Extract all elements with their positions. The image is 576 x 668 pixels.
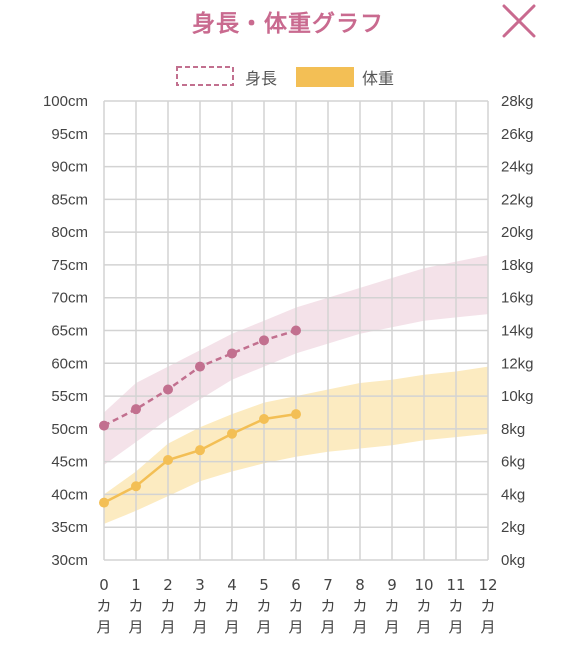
x-tick-label: 12 — [478, 576, 497, 594]
y-axis-left: 100cm 95cm 90cm 85cm 80cm 75cm 70cm 65cm 60cm 55c… — [43, 93, 88, 569]
y-tick-label-left: 55cm — [51, 388, 88, 405]
y-tick-label-right: 8kg — [501, 421, 525, 438]
height-data-point — [99, 420, 109, 431]
y-tick-label-right: 28kg — [501, 93, 534, 110]
x-tick-label: 0 — [99, 576, 109, 594]
y-axis-right: 28kg 26kg 24kg 22kg 20kg 18kg 16kg 14kg 12kg 10kg… — [501, 93, 534, 569]
x-tick-label: カ — [480, 597, 495, 615]
height-data-point — [131, 404, 141, 415]
y-tick-label-left: 45cm — [51, 454, 88, 471]
y-tick-label-right: 0kg — [501, 552, 525, 569]
y-tick-label-right: 16kg — [501, 290, 534, 307]
x-tick-label: 10 — [414, 576, 433, 594]
x-tick-label: 4 — [227, 576, 237, 594]
y-tick-label-left: 85cm — [51, 191, 88, 208]
y-tick-label-right: 12kg — [501, 355, 534, 372]
y-tick-label-left: 75cm — [51, 257, 88, 274]
height-data-point — [163, 384, 173, 395]
y-tick-label-right: 14kg — [501, 323, 534, 340]
y-tick-label-left: 100cm — [43, 93, 88, 110]
legend-label-weight: 体重 — [362, 69, 395, 88]
x-axis: 0カ月1カ月2カ月3カ月4カ月5カ月6カ月7カ月8カ月9カ月10カ月11カ月12… — [96, 576, 497, 636]
y-tick-label-right: 4kg — [501, 486, 525, 503]
x-tick-label: 月 — [256, 618, 271, 636]
x-tick-label: カ — [416, 597, 431, 615]
y-tick-label-left: 50cm — [51, 421, 88, 438]
x-tick-label: 月 — [384, 618, 399, 636]
close-button[interactable] — [500, 2, 540, 42]
weight-data-point — [259, 414, 269, 425]
height-data-point — [195, 361, 205, 372]
weight-data-point — [99, 497, 109, 508]
x-tick-label: カ — [256, 597, 271, 615]
x-tick-label: カ — [192, 597, 207, 615]
y-tick-label-right: 24kg — [501, 159, 534, 176]
y-tick-label-right: 18kg — [501, 257, 534, 274]
x-tick-label: カ — [448, 597, 463, 615]
x-tick-label: カ — [224, 597, 239, 615]
y-tick-label-left: 90cm — [51, 159, 88, 176]
x-tick-label: カ — [288, 597, 303, 615]
close-icon — [502, 4, 536, 38]
y-tick-label-left: 60cm — [51, 355, 88, 372]
legend-label-height: 身長 — [245, 69, 278, 88]
x-tick-label: 月 — [288, 618, 303, 636]
x-tick-label: 月 — [480, 618, 495, 636]
y-tick-label-left: 35cm — [51, 519, 88, 536]
x-tick-label: カ — [320, 597, 335, 615]
x-tick-label: 5 — [259, 576, 269, 594]
x-tick-label: カ — [128, 597, 143, 615]
x-tick-label: 月 — [128, 618, 143, 636]
x-tick-label: 月 — [96, 618, 111, 636]
x-tick-label: カ — [352, 597, 367, 615]
weight-data-point — [195, 445, 205, 456]
x-tick-label: 6 — [291, 576, 301, 594]
x-tick-label: 9 — [387, 576, 397, 594]
legend-swatch-height — [176, 66, 234, 86]
y-tick-label-right: 20kg — [501, 224, 534, 241]
y-tick-label-left: 70cm — [51, 290, 88, 307]
y-tick-label-right: 10kg — [501, 388, 534, 405]
legend-swatch-weight — [296, 67, 354, 87]
x-tick-label: 11 — [446, 576, 465, 594]
x-tick-label: 月 — [352, 618, 367, 636]
height-data-point — [291, 325, 301, 336]
height-data-point — [227, 348, 237, 359]
y-tick-label-left: 80cm — [51, 224, 88, 241]
y-tick-label-right: 26kg — [501, 126, 534, 143]
weight-data-point — [291, 409, 301, 420]
weight-data-point — [163, 455, 173, 466]
x-tick-label: 月 — [320, 618, 335, 636]
page-title: 身長・体重グラフ — [192, 11, 384, 37]
header: 身長・体重グラフ — [0, 0, 576, 44]
weight-data-point — [131, 481, 141, 492]
x-tick-label: 月 — [448, 618, 463, 636]
y-tick-label-left: 95cm — [51, 126, 88, 143]
x-tick-label: 月 — [224, 618, 239, 636]
y-tick-label-left: 30cm — [51, 552, 88, 569]
y-tick-label-right: 2kg — [501, 519, 525, 536]
x-tick-label: 2 — [163, 576, 173, 594]
x-tick-label: カ — [384, 597, 399, 615]
chart-legend: 身長 体重 — [0, 62, 576, 90]
x-tick-label: カ — [160, 597, 175, 615]
x-tick-label: 1 — [131, 576, 141, 594]
x-tick-label: 7 — [323, 576, 333, 594]
x-tick-label: カ — [96, 597, 111, 615]
y-tick-label-left: 40cm — [51, 486, 88, 503]
x-tick-label: 8 — [355, 576, 365, 594]
x-tick-label: 月 — [192, 618, 207, 636]
y-tick-label-right: 6kg — [501, 454, 525, 471]
y-tick-label-right: 22kg — [501, 191, 534, 208]
x-tick-label: 月 — [416, 618, 431, 636]
x-tick-label: 月 — [160, 618, 175, 636]
height-data-point — [259, 335, 269, 346]
y-tick-label-left: 65cm — [51, 323, 88, 340]
chart-points — [99, 325, 301, 508]
weight-data-point — [227, 428, 237, 439]
x-tick-label: 3 — [195, 576, 205, 594]
